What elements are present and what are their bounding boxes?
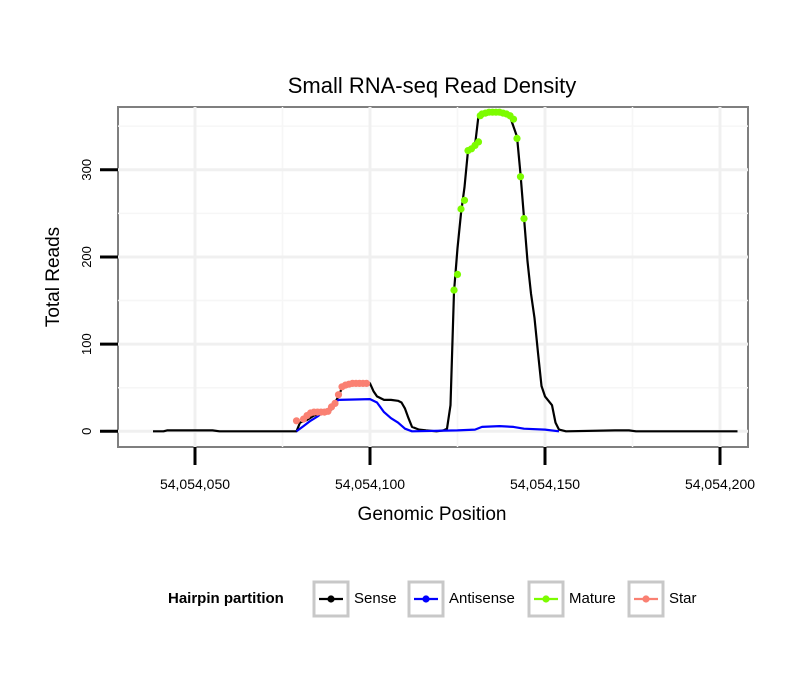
mature-data-point [474,138,483,146]
x-axis-label: Genomic Position [358,504,507,525]
legend-item-antisense: Antisense [407,580,515,618]
legend: Hairpin partition Sense Antisense Mature St… [168,580,697,618]
mature-data-point [460,196,469,204]
legend-key-point [327,595,335,603]
legend-label: Star [669,590,697,607]
star-data-point [292,417,301,425]
mature-data-point [520,215,528,223]
legend-item-sense: Sense [312,580,397,618]
mature-data-point [516,173,525,181]
star-data-point [362,379,371,387]
legend-item-mature: Mature [527,580,616,618]
mature-data-point [457,205,465,213]
mature-data-point [509,115,518,123]
y-tick-label: 100 [79,333,94,355]
legend-title: Hairpin partition [168,590,284,607]
y-axis: 0 100 200 300 [79,159,118,435]
star-data-point [331,399,339,407]
plot-panel [117,106,749,448]
star-data-point [334,391,343,399]
x-axis: 54,054,050 54,054,100 54,054,150 54,054,200 [160,447,755,492]
legend-key-point [422,595,430,603]
legend-label: Mature [569,590,616,607]
series-points [292,108,528,425]
chart-title: Small RNA-seq Read Density [288,73,577,98]
mature-data-point [513,134,521,142]
x-tick-label: 54,054,100 [335,476,405,492]
y-tick-label: 200 [79,246,94,268]
legend-key-point [542,595,550,603]
y-axis-label: Total Reads [43,227,64,327]
legend-key-point [642,595,650,603]
x-tick-label: 54,054,050 [160,476,230,492]
y-tick-label: 0 [79,428,94,435]
legend-label: Antisense [449,590,515,607]
legend-label: Sense [354,590,397,607]
mature-data-point [450,286,458,294]
x-tick-label: 54,054,150 [510,476,580,492]
legend-item-star: Star [627,580,697,618]
y-tick-label: 300 [79,159,94,181]
grid-lines [118,107,748,447]
x-tick-label: 54,054,200 [685,476,755,492]
mature-data-point [453,270,462,278]
